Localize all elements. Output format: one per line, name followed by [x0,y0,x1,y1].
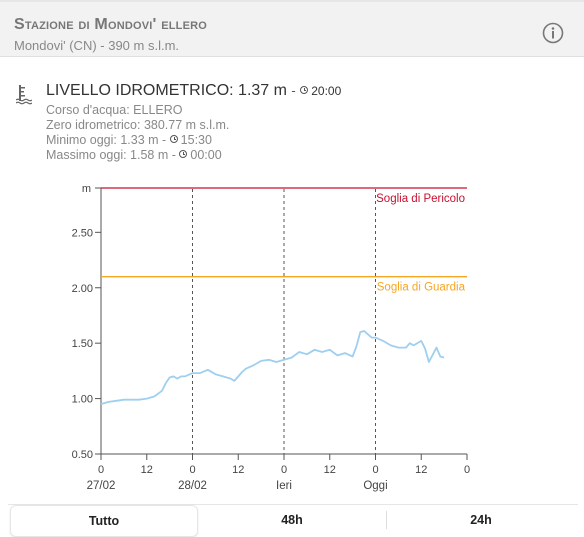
x-tick-label: 0 [464,464,470,476]
clock-icon [300,86,309,94]
clock-icon [179,150,188,158]
zero-level: Zero idrometrico: 380.77 m s.l.m. [46,118,230,132]
min-today: Minimo oggi: 1.33 m - 15:30 [46,133,212,147]
min-today-label: Minimo oggi: 1.33 m - [46,133,167,147]
y-tick-label: 1.50 [72,338,93,350]
day-label: 28/02 [178,480,207,492]
level-title-label: LIVELLO IDROMETRICO: [46,82,234,99]
level-value: 1.37 m [238,82,287,99]
tab-tutto[interactable]: Tutto [10,505,198,537]
x-tick-label: 12 [232,464,244,476]
max-today-time: 00:00 [190,148,222,162]
min-today-time: 15:30 [180,133,212,147]
y-tick-label: 2.50 [72,227,93,239]
x-tick-label: 0 [98,464,104,476]
max-today-label: Massimo oggi: 1.58 m - [46,148,176,162]
level-time: 20:00 [311,84,342,98]
x-tick-label: 12 [324,464,336,476]
x-tick-label: 12 [141,464,153,476]
y-tick-label: 2.00 [72,283,93,295]
x-tick-label: 0 [281,464,287,476]
y-tick-label: 1.00 [72,394,93,406]
x-tick-label: 0 [372,464,378,476]
station-subtitle: Mondovi' (CN) - 390 m s.l.m. [14,38,180,53]
period-tabs: Tutto 48h 24h [8,504,578,537]
station-title: Stazione di Mondovi' ellero [14,16,208,33]
tab-24h[interactable]: 24h [470,513,492,527]
max-today: Massimo oggi: 1.58 m - 00:00 [46,148,222,162]
info-icon[interactable] [542,22,564,44]
level-heading: LIVELLO IDROMETRICO: 1.37 m - 20:00 [46,82,341,100]
day-label: 27/02 [87,480,116,492]
tab-divider [386,511,387,529]
hydrometer-icon [16,85,32,105]
level-separator: - [291,83,296,98]
tab-48h[interactable]: 48h [281,513,303,527]
level-chart: m 0.50 1.00 1.50 2.00 2.50 Soglia di Pericolo S… [72,183,470,492]
threshold-label: Soglia di Guardia [377,282,466,294]
water-level-series [100,330,445,405]
clock-icon [169,135,178,143]
y-tick-label: 0.50 [72,449,93,461]
y-axis-unit-label: m [82,183,91,195]
x-tick-label: 0 [189,464,195,476]
station-header: Stazione di Mondovi' ellero Mondovi' (CN… [0,0,584,57]
x-tick-label: 12 [415,464,427,476]
threshold-label: Soglia di Pericolo [376,193,465,205]
day-label: Ieri [276,480,292,492]
day-label: Oggi [363,480,387,492]
river-name: Corso d'acqua: ELLERO [46,103,183,117]
